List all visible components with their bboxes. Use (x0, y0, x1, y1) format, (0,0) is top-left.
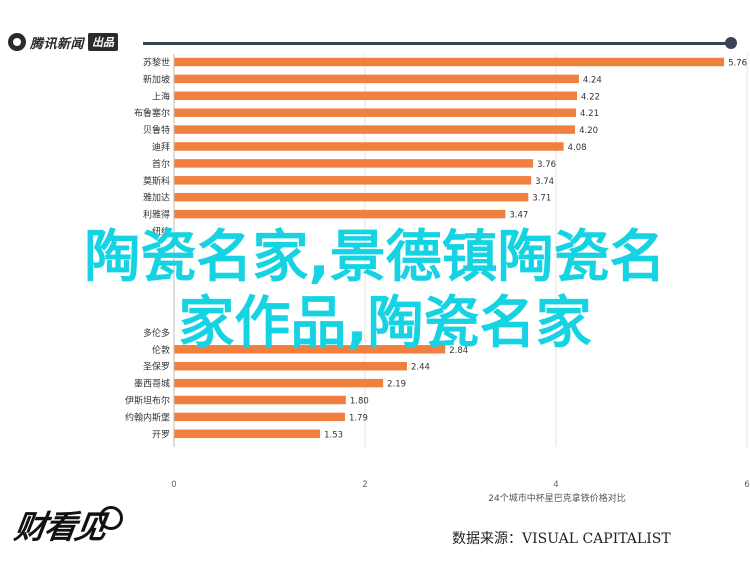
data-label: 3.76 (537, 160, 556, 170)
bar (174, 74, 579, 84)
category-label: 新加坡 (143, 73, 170, 85)
logo-badge: 出品 (88, 33, 119, 51)
category-label: 纽约 (152, 226, 170, 238)
data-label: 1.80 (350, 397, 369, 407)
bar (174, 142, 564, 151)
bar (174, 108, 577, 117)
bar (174, 378, 384, 388)
category-label: 莫斯科 (143, 175, 170, 187)
data-label: 2.19 (387, 380, 406, 390)
brand-text: 财看见 (12, 508, 108, 546)
header-divider (143, 42, 731, 45)
data-label: 1.79 (349, 413, 368, 423)
category-label: 墨西哥城 (134, 379, 170, 390)
tencent-news-logo[interactable]: 腾讯新闻 出品 (8, 30, 119, 54)
x-axis-label: 24个城市中杯星巴克拿铁价格对比 (488, 492, 625, 504)
bar (174, 412, 345, 422)
data-label: 3.47 (509, 211, 528, 221)
bar (174, 91, 578, 101)
data-label: 4.20 (579, 126, 598, 136)
category-label: 贝鲁特 (143, 124, 170, 136)
header-divider-dot (725, 37, 737, 49)
data-label: 3.74 (535, 177, 554, 187)
bar (174, 125, 576, 134)
category-label: 伦敦 (152, 344, 170, 356)
category-label: 开罗 (152, 429, 170, 440)
bar (174, 176, 532, 185)
category-label: 雅加达 (143, 192, 170, 204)
brand-logo: 财看见 (12, 503, 124, 547)
logo-text: 腾讯新闻 (30, 36, 85, 52)
data-label: 4.21 (580, 109, 599, 119)
bar (174, 429, 321, 439)
data-label: 2.84 (449, 346, 468, 356)
data-label: 3.71 (532, 194, 551, 204)
source-text: 数据来源：VISUAL CAPITALIST (452, 531, 671, 547)
category-label: 布鲁塞尔 (134, 107, 170, 119)
data-label: 4.24 (583, 75, 602, 85)
data-label: 4.08 (568, 143, 587, 153)
header: 腾讯新闻 出品 (0, 0, 750, 60)
bar (174, 395, 346, 405)
bar (174, 209, 506, 219)
category-label: 利雅得 (143, 209, 170, 221)
bar (174, 345, 446, 354)
brand-circle-icon (99, 506, 124, 530)
category-label: 多伦多 (143, 327, 170, 339)
bar (174, 159, 534, 168)
x-tick-label: 2 (362, 480, 367, 490)
category-label: 约翰内斯堡 (125, 411, 170, 423)
category-label: 迪拜 (152, 141, 170, 153)
data-label: 4.22 (581, 92, 600, 102)
bar (174, 361, 408, 371)
category-label: 首尔 (152, 158, 170, 170)
data-label: 1.53 (324, 430, 343, 440)
category-label: 圣保罗 (143, 361, 170, 373)
data-label: 2.44 (411, 363, 430, 373)
tencent-logo-icon (8, 33, 26, 51)
data-label: 5.76 (728, 59, 747, 69)
x-tick-label: 0 (171, 480, 176, 490)
x-tick-label: 4 (553, 480, 558, 490)
bar (174, 192, 529, 202)
category-label: 苏黎世 (143, 57, 170, 69)
bar (174, 57, 725, 67)
category-label: 上海 (152, 90, 170, 102)
category-label: 伊斯坦布尔 (125, 395, 170, 407)
x-tick-label: 6 (744, 480, 749, 490)
